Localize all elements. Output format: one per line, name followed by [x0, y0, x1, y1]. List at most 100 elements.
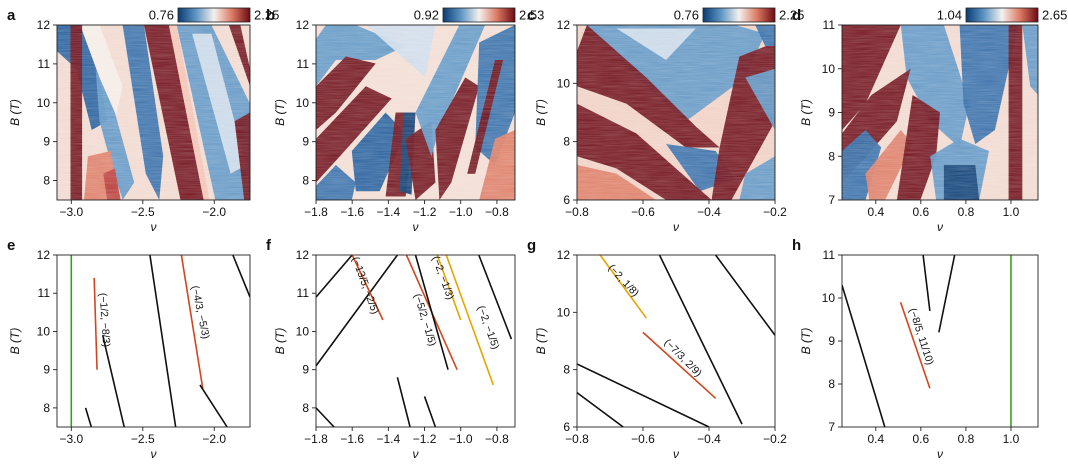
y-tick-label: 11 — [38, 57, 51, 71]
line-annotation: (−2, −1/3) — [429, 254, 456, 301]
panel-f: (−13/5, −2/5)(−5/2, −1/5)(−2, −1/3)(−2, … — [266, 237, 516, 461]
heatmap-noise — [842, 25, 1038, 200]
x-tick-label: −1.0 — [449, 432, 473, 446]
colorbar-min-label: 0.92 — [414, 8, 439, 23]
series-line — [414, 255, 449, 370]
x-tick-label: 1.0 — [1003, 432, 1020, 446]
line-annotation: (−13/5, −2/5) — [349, 255, 381, 316]
line-annotation: (−4/3, −5/3) — [189, 284, 212, 340]
panel-a: 0.76 2.25 −3.0 −2.5 −2.0 8 9 10 11 12 ν B (T) a — [7, 7, 279, 234]
series-line — [899, 302, 931, 389]
plot-frame — [576, 254, 776, 428]
panel-b: 0.92 2.53 −1.8 −1.6 −1.4 −1.2 −1.0 −0.8 8 9 10 11 12… — [266, 7, 544, 234]
y-tick-label: 9 — [828, 334, 835, 348]
plot-frame — [315, 24, 516, 201]
series-line — [642, 331, 717, 399]
panel-g: (−2, 1/8) (−7/3, 2/9) −0.8 −0.6 −0.4 −0.2 6 8 10… — [527, 237, 787, 461]
y-tick-label: 8 — [43, 401, 50, 415]
y-tick-label: 11 — [823, 18, 836, 32]
series-line — [842, 284, 886, 427]
line-layer — [70, 255, 250, 427]
x-tick-label: −2.5 — [131, 205, 155, 219]
x-tick-label: −0.8 — [565, 205, 589, 219]
y-tick-label: 10 — [37, 96, 51, 110]
plot-frame — [576, 24, 776, 201]
y-tick-label: 8 — [302, 174, 309, 188]
series-line — [232, 255, 250, 298]
x-tick-label: 0.6 — [913, 432, 930, 446]
x-tick-label: −1.8 — [304, 432, 328, 446]
y-tick-label: 12 — [557, 18, 571, 32]
panel-h: (−8/5, 11/10) 0.4 0.6 0.8 1.0 7 8 9 10 11 ν B (T) h — [792, 237, 1039, 461]
colorbar — [965, 7, 1039, 23]
line-layer — [577, 255, 775, 427]
series-line — [436, 255, 462, 321]
x-axis-label: ν — [673, 447, 679, 461]
x-tick-label: 1.0 — [1003, 205, 1020, 219]
series-line — [199, 384, 228, 427]
x-tick-label: −1.4 — [377, 205, 401, 219]
series-line — [714, 255, 775, 336]
series-line — [922, 255, 931, 311]
colorbar-min-label: 0.76 — [149, 8, 174, 23]
panel-label: e — [7, 237, 15, 254]
colorbar-min-label: 0.76 — [674, 8, 699, 23]
y-tick-label: 9 — [302, 135, 309, 149]
panel-label: a — [7, 7, 16, 24]
y-tick-label: 12 — [296, 18, 310, 32]
x-axis-label: ν — [673, 220, 679, 234]
colorbar-min-label: 1.04 — [937, 8, 962, 23]
heatmap-noise — [57, 25, 250, 200]
series-line — [101, 335, 125, 427]
y-tick-label: 11 — [823, 248, 836, 262]
series-line — [351, 255, 384, 321]
y-tick-label: 10 — [822, 62, 836, 76]
series-line — [84, 407, 93, 427]
panel-label: h — [792, 237, 801, 254]
colorbar-max-label: 2.25 — [254, 8, 279, 23]
panel-label: d — [792, 7, 801, 24]
x-tick-label: 0.6 — [913, 205, 930, 219]
x-tick-label: −0.2 — [763, 205, 787, 219]
y-tick-label: 9 — [43, 363, 50, 377]
x-tick-label: −1.6 — [340, 205, 364, 219]
y-tick-label: 8 — [302, 401, 309, 415]
colorbar — [177, 7, 251, 23]
plot-frame — [841, 254, 1039, 428]
x-tick-label: −3.0 — [59, 432, 83, 446]
x-tick-label: −1.6 — [340, 432, 364, 446]
series-line — [478, 255, 513, 340]
series-line — [316, 255, 399, 367]
series-line — [396, 377, 411, 427]
y-axis-label: B (T) — [534, 328, 548, 355]
y-tick-label: 9 — [302, 363, 309, 377]
x-tick-label: −0.6 — [631, 432, 655, 446]
panel-e: (−1/2, −8/3) (−4/3, −5/3) −3.0 −2.5 −2.0 8 9 10… — [7, 237, 251, 461]
x-axis-label: ν — [413, 220, 419, 234]
y-tick-label: 10 — [557, 305, 571, 319]
x-tick-label: −2.0 — [202, 205, 226, 219]
heatmap-noise — [316, 25, 515, 200]
line-annotation: (−2, 1/8) — [606, 262, 642, 299]
y-tick-label: 12 — [296, 248, 310, 262]
x-tick-label: −0.6 — [631, 205, 655, 219]
heatmap-image — [57, 25, 250, 200]
line-annotation: (−7/3, 2/9) — [661, 337, 704, 380]
y-tick-label: 8 — [563, 363, 570, 377]
y-tick-label: 9 — [43, 135, 50, 149]
y-tick-label: 12 — [37, 248, 51, 262]
x-tick-label: −0.8 — [565, 432, 589, 446]
y-axis-label: B (T) — [534, 99, 548, 126]
y-tick-label: 10 — [296, 96, 310, 110]
y-tick-label: 8 — [828, 377, 835, 391]
panel-label: c — [527, 7, 535, 24]
series-line — [93, 277, 98, 370]
y-tick-label: 6 — [563, 193, 570, 207]
y-axis-label: B (T) — [273, 328, 287, 355]
line-annotation: (−8/5, 11/10) — [906, 307, 936, 367]
x-axis-label: ν — [937, 447, 943, 461]
y-tick-label: 10 — [37, 324, 51, 338]
x-tick-label: −1.2 — [413, 205, 437, 219]
y-tick-label: 10 — [557, 76, 571, 90]
